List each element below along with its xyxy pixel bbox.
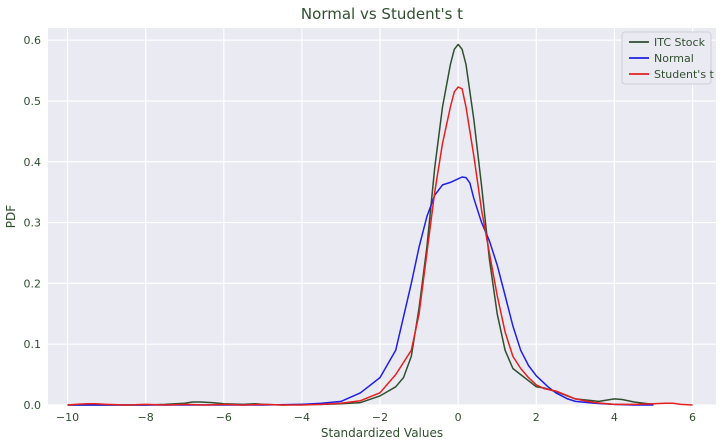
x-tick-label: −8 [138, 411, 154, 424]
x-tick-label: 4 [611, 411, 618, 424]
y-axis-ticks: 0.0 0.1 0.2 0.3 0.4 0.5 0.6 [24, 34, 42, 412]
x-tick-label: −4 [294, 411, 310, 424]
legend: ITC Stock Normal Student's t [621, 31, 715, 85]
y-tick-label: 0.2 [24, 277, 42, 290]
plot-area [48, 28, 716, 405]
x-tick-label: 0 [455, 411, 462, 424]
legend-label: Normal [654, 52, 694, 65]
x-tick-label: 2 [533, 411, 540, 424]
y-tick-label: 0.5 [24, 95, 42, 108]
x-axis-ticks: −10 −8 −6 −4 −2 0 2 4 6 [56, 411, 696, 424]
legend-label: ITC Stock [654, 36, 706, 49]
series-line-1 [67, 176, 654, 406]
y-axis-label: PDF [4, 205, 18, 228]
legend-label: Student's t [654, 68, 715, 81]
series-line-2 [67, 86, 693, 406]
x-tick-label: −6 [216, 411, 232, 424]
x-tick-label: 6 [689, 411, 696, 424]
y-tick-label: 0.1 [24, 338, 42, 351]
x-axis-label: Standardized Values [321, 426, 443, 440]
y-tick-label: 0.4 [24, 156, 42, 169]
series-layer [67, 43, 693, 406]
grid [48, 28, 716, 406]
y-tick-label: 0.6 [24, 34, 42, 47]
x-tick-label: −10 [56, 411, 79, 424]
legend-box [621, 31, 712, 85]
y-tick-label: 0.0 [24, 399, 42, 412]
y-tick-label: 0.3 [24, 217, 42, 230]
chart-title: Normal vs Student's t [301, 5, 463, 23]
x-tick-label: −2 [372, 411, 388, 424]
